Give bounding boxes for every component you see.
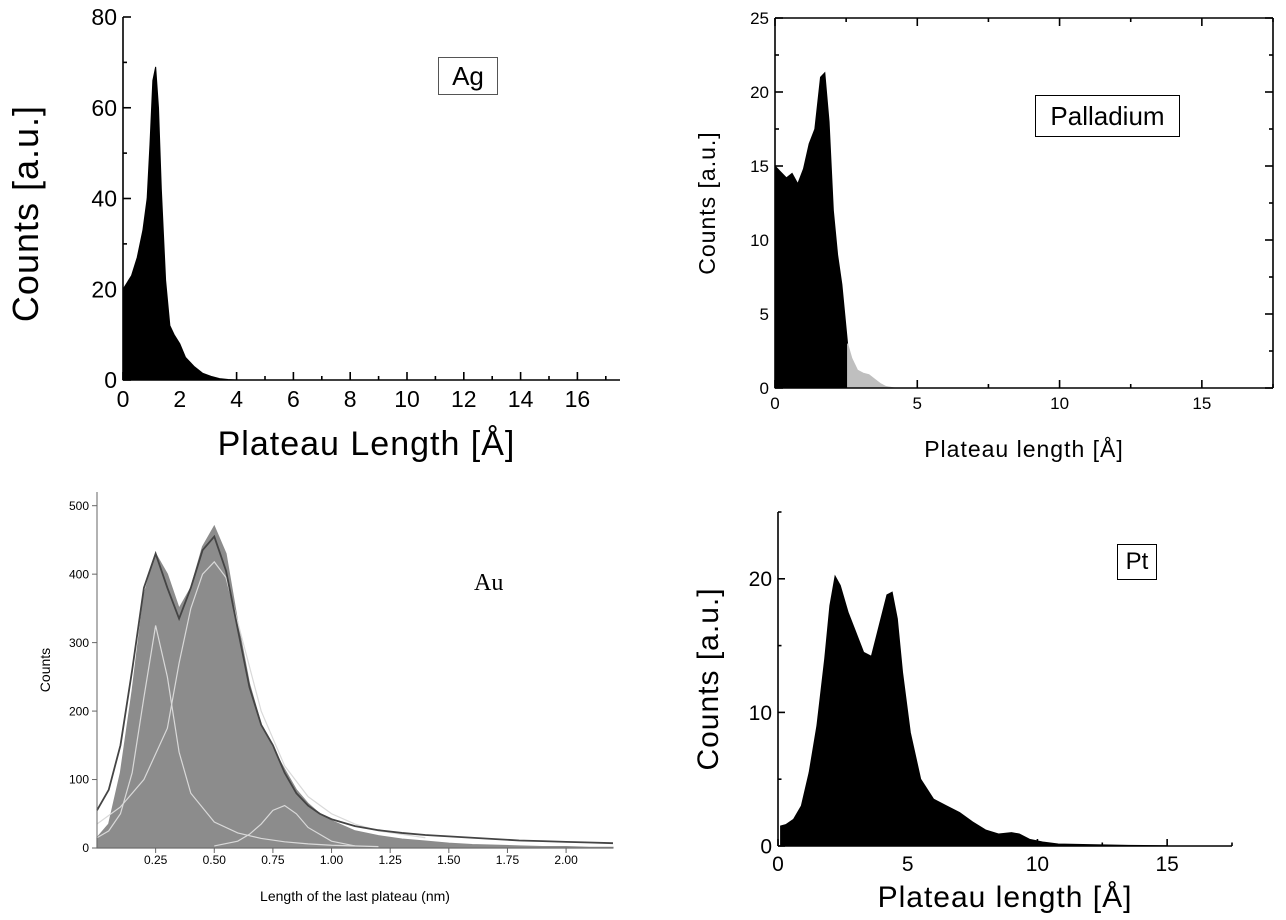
chart-pt-x-tick-label: 10 bbox=[1026, 853, 1049, 876]
chart-pt-annotation: Pt bbox=[1125, 548, 1149, 575]
chart-palladium-x-axis-label: Plateau length [Å] bbox=[924, 435, 1124, 462]
chart-palladium-legend: Palladium bbox=[1035, 95, 1180, 137]
chart-au-annotation: Au bbox=[474, 570, 504, 596]
chart-palladium-svg: 0 5 10 15 0 5 10 15 20 25 Plateau length [Å] Counts… bbox=[694, 9, 1274, 462]
chart-pt-svg: 0 5 10 15 0 10 20 Plateau length [Å] Counts [a.u… bbox=[692, 511, 1233, 914]
chart-ag-x-tick-label: 0 bbox=[117, 386, 130, 412]
chart-au-x-tick-label: 1.50 bbox=[437, 853, 461, 867]
chart-ag-y-axis-label: Counts [a.u.] bbox=[5, 105, 46, 322]
chart-ag-x-tick-label: 2 bbox=[173, 386, 186, 412]
chart-au: 0.25 0.50 0.75 1.00 1.25 1.50 1.75 2.00 0 100 200 3… bbox=[0, 470, 640, 920]
chart-palladium-y-tick-label: 20 bbox=[750, 83, 769, 102]
chart-ag-svg: 0 2 4 6 8 10 12 14 16 0 20 40 60 80 Plateau Length [Å]… bbox=[5, 4, 620, 463]
chart-palladium-x-tick-label: 0 bbox=[770, 394, 779, 413]
chart-au-x-tick-label: 1.25 bbox=[379, 853, 403, 867]
chart-ag-y-tick-label: 20 bbox=[91, 276, 117, 302]
chart-au-x-tick-label: 2.00 bbox=[554, 853, 578, 867]
chart-au-fit-line bbox=[96, 534, 614, 845]
chart-palladium-x-tick-label: 5 bbox=[913, 394, 922, 413]
chart-palladium-x-tick-label: 15 bbox=[1192, 394, 1211, 413]
chart-palladium-plot: 0 5 10 15 0 5 10 15 20 25 Plateau length [Å] Counts… bbox=[694, 9, 1274, 462]
chart-ag-x-tick-label: 12 bbox=[451, 386, 477, 412]
chart-au-svg: 0.25 0.50 0.75 1.00 1.25 1.50 1.75 2.00 0 100 200 3… bbox=[37, 492, 614, 904]
chart-palladium-y-axis-label: Counts [a.u.] bbox=[694, 131, 720, 274]
chart-ag-series-0-area bbox=[122, 66, 237, 381]
chart-palladium-x-tick-label: 10 bbox=[1050, 394, 1069, 413]
chart-au-x-tick-label: 1.75 bbox=[496, 853, 520, 867]
chart-pt-x-tick-label: 5 bbox=[902, 853, 914, 876]
chart-au-component-0 bbox=[96, 625, 379, 848]
chart-ag: 0 2 4 6 8 10 12 14 16 0 20 40 60 80 Plateau Length [Å]… bbox=[0, 0, 640, 470]
chart-ag-x-tick-label: 4 bbox=[230, 386, 243, 412]
chart-pt: 0 5 10 15 0 10 20 Plateau length [Å] Counts [a.u… bbox=[640, 470, 1286, 920]
chart-au-y-tick-label: 400 bbox=[69, 567, 89, 581]
chart-ag-x-tick-label: 14 bbox=[508, 386, 534, 412]
chart-ag-legend: Ag bbox=[438, 57, 498, 95]
chart-ag-annotation: Ag bbox=[452, 60, 484, 91]
chart-au-y-tick-label: 100 bbox=[69, 773, 89, 787]
chart-ag-plot: 0 2 4 6 8 10 12 14 16 0 20 40 60 80 Plateau Length [Å]… bbox=[5, 4, 620, 463]
chart-pt-x-tick-label: 15 bbox=[1155, 853, 1178, 876]
chart-palladium-y-tick-label: 15 bbox=[750, 157, 769, 176]
chart-palladium: 0 5 10 15 0 5 10 15 20 25 Plateau length [Å] Counts… bbox=[640, 0, 1286, 470]
chart-ag-x-tick-label: 10 bbox=[394, 386, 420, 412]
chart-ag-x-tick-label: 16 bbox=[565, 386, 591, 412]
chart-ag-y-tick-label: 60 bbox=[91, 95, 117, 121]
chart-pt-y-axis-label: Counts [a.u.] bbox=[692, 587, 725, 770]
chart-au-y-axis-label: Counts bbox=[37, 648, 53, 692]
chart-pt-y-tick-label: 10 bbox=[749, 702, 772, 725]
chart-au-y-tick-label: 300 bbox=[69, 636, 89, 650]
chart-palladium-y-tick-label: 5 bbox=[760, 305, 769, 324]
chart-palladium-annotation: Palladium bbox=[1050, 100, 1165, 131]
chart-pt-series-0-area bbox=[780, 574, 1168, 847]
chart-pt-y-tick-label: 20 bbox=[749, 568, 772, 591]
chart-ag-x-tick-label: 6 bbox=[287, 386, 300, 412]
chart-au-component-1 bbox=[96, 560, 426, 839]
chart-au-plot: 0.25 0.50 0.75 1.00 1.25 1.50 1.75 2.00 0 100 200 3… bbox=[37, 492, 614, 904]
chart-au-y-tick-label: 200 bbox=[69, 704, 89, 718]
chart-pt-x-axis-label: Plateau length [Å] bbox=[878, 881, 1133, 914]
chart-au-x-tick-label: 1.00 bbox=[320, 853, 344, 867]
chart-palladium-y-tick-label: 25 bbox=[750, 9, 769, 28]
chart-palladium-y-tick-label: 0 bbox=[760, 379, 769, 398]
chart-au-x-tick-label: 0.25 bbox=[144, 853, 168, 867]
chart-ag-y-tick-label: 80 bbox=[91, 4, 117, 30]
chart-pt-plot: 0 5 10 15 0 10 20 Plateau length [Å] Counts [a.u… bbox=[692, 511, 1233, 914]
chart-palladium-series-0-area bbox=[774, 71, 849, 389]
chart-au-y-tick-label: 500 bbox=[69, 499, 89, 513]
chart-pt-y-tick-label: 0 bbox=[760, 835, 772, 858]
chart-au-annotation-wrap: Au bbox=[474, 570, 503, 597]
chart-ag-x-axis-label: Plateau Length [Å] bbox=[218, 425, 516, 463]
chart-au-x-tick-label: 0.75 bbox=[261, 853, 285, 867]
chart-palladium-series-1-area bbox=[847, 343, 895, 389]
chart-ag-y-tick-label: 0 bbox=[104, 367, 117, 393]
chart-au-component-2 bbox=[214, 804, 356, 847]
chart-pt-x-tick-label: 0 bbox=[772, 853, 784, 876]
chart-au-x-tick-label: 0.50 bbox=[203, 853, 227, 867]
chart-palladium-y-tick-label: 10 bbox=[750, 231, 769, 250]
chart-au-y-tick-label: 0 bbox=[82, 841, 89, 855]
chart-pt-legend: Pt bbox=[1117, 544, 1157, 580]
chart-ag-y-tick-label: 40 bbox=[91, 186, 117, 212]
chart-au-x-axis-label: Length of the last plateau (nm) bbox=[260, 888, 450, 904]
chart-ag-x-tick-label: 8 bbox=[344, 386, 357, 412]
